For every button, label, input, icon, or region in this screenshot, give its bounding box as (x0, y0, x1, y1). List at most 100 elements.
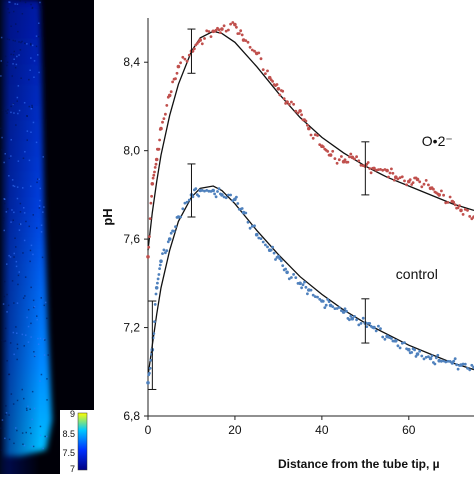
data-point (296, 111, 300, 115)
data-point (355, 318, 358, 322)
ph-fluorescence-image: 9 8.5 7.5 7 (0, 0, 94, 474)
data-point (422, 182, 426, 186)
data-point (203, 189, 206, 193)
data-point (269, 248, 273, 252)
data-point (468, 215, 472, 218)
data-point (398, 176, 402, 180)
speckle (37, 35, 40, 38)
data-point (394, 339, 398, 343)
data-point (379, 168, 382, 171)
data-point (407, 347, 411, 352)
data-point (174, 225, 177, 229)
speckle (6, 311, 8, 313)
data-point (285, 270, 289, 275)
speckle (12, 39, 14, 42)
speckle (22, 297, 25, 299)
speckle (37, 178, 39, 180)
speckle (18, 229, 21, 231)
data-point (274, 258, 277, 261)
data-point (343, 307, 347, 311)
speckle (31, 104, 33, 107)
speckle (16, 55, 18, 58)
speckle (16, 186, 19, 188)
data-point (157, 147, 161, 151)
data-point (236, 202, 240, 205)
data-point (287, 102, 291, 106)
data-point (159, 126, 163, 131)
data-point (470, 217, 474, 221)
speckle (16, 343, 19, 346)
speckle (35, 141, 38, 144)
speckle (6, 38, 9, 40)
speckle (33, 76, 35, 78)
data-point (337, 158, 341, 162)
data-point (463, 362, 467, 366)
data-point (348, 318, 351, 322)
data-point (432, 187, 435, 191)
data-point (446, 201, 450, 204)
data-point (276, 87, 281, 91)
data-point (321, 299, 325, 303)
data-point (379, 327, 382, 330)
data-point (197, 194, 201, 198)
data-point (227, 28, 230, 32)
data-point (153, 320, 156, 323)
speckle (17, 283, 19, 286)
data-point (191, 49, 195, 53)
speckle (8, 157, 10, 160)
data-point (220, 27, 224, 31)
data-point (179, 215, 182, 219)
data-point (292, 102, 295, 106)
data-point (463, 208, 467, 211)
data-point (229, 193, 233, 197)
speckle (30, 3, 32, 6)
speckle (19, 49, 22, 51)
y-tick-label: 6,8 (123, 409, 140, 423)
speckle (11, 179, 14, 181)
data-point (306, 292, 309, 296)
speckle (3, 229, 5, 232)
data-point (278, 257, 282, 261)
data-point (298, 109, 302, 113)
speckle (13, 353, 15, 356)
speckle (5, 110, 7, 112)
data-point (222, 24, 226, 28)
data-point (220, 193, 224, 197)
speckle (6, 64, 8, 67)
data-point (264, 72, 267, 75)
y-tick-label: 7,6 (123, 232, 140, 246)
speckle (36, 227, 38, 229)
x-tick-label: 20 (228, 423, 242, 437)
data-point (250, 48, 254, 52)
speckle (38, 178, 40, 180)
data-point (307, 126, 311, 131)
data-point (433, 362, 437, 366)
speckle (14, 237, 16, 239)
data-point (349, 152, 353, 156)
data-point (198, 38, 202, 42)
data-point (468, 368, 472, 372)
speckle (8, 38, 11, 41)
speckle (13, 442, 15, 445)
speckle (29, 69, 31, 71)
speckle (2, 303, 5, 305)
data-point (311, 293, 315, 297)
data-point (456, 367, 460, 371)
speckle (27, 405, 29, 408)
data-point (153, 170, 156, 174)
speckle (3, 161, 5, 164)
speckle (46, 378, 48, 380)
speckle (39, 1, 41, 4)
data-point (415, 352, 420, 356)
data-point (187, 198, 191, 202)
data-point (405, 183, 408, 187)
speckle (0, 427, 2, 429)
data-point (203, 37, 206, 40)
speckle (39, 199, 41, 202)
data-point (374, 168, 378, 172)
speckle (15, 260, 18, 263)
speckle (26, 115, 28, 117)
speckle (17, 274, 20, 277)
speckle (44, 301, 47, 304)
data-point (316, 134, 319, 137)
